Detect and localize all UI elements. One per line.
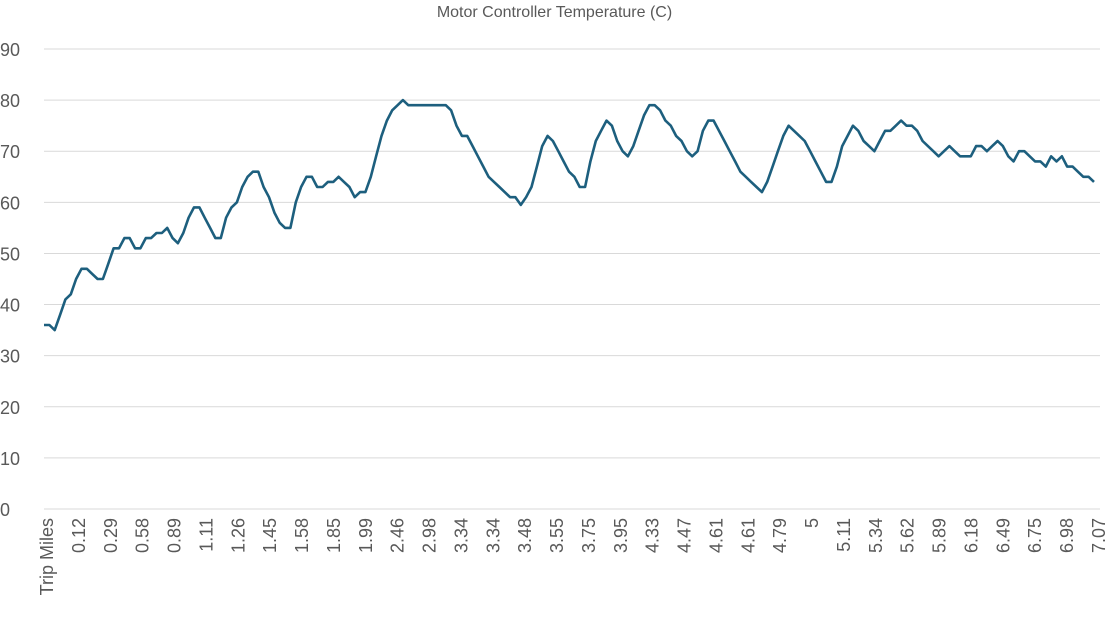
x-tick-label: 1.11	[196, 518, 216, 552]
x-tick-label: 5.62	[898, 518, 918, 553]
y-tick-label: 50	[0, 244, 20, 264]
x-tick-label: 0.58	[133, 518, 153, 553]
y-tick-label: 70	[0, 142, 20, 162]
x-tick-label: 3.34	[451, 518, 471, 553]
y-tick-label: 90	[0, 40, 20, 60]
x-tick-label: 4.33	[643, 518, 663, 553]
x-tick-label: 3.48	[515, 518, 535, 553]
x-tick-label: 4.61	[738, 518, 758, 553]
x-tick-label: 1.26	[228, 518, 248, 553]
x-tick-label: 4.61	[706, 518, 726, 553]
x-tick-label: 5	[802, 518, 822, 528]
x-tick-label: 4.47	[675, 518, 695, 553]
x-tick-label: 6.75	[1025, 518, 1045, 553]
x-tick-label: 0.89	[165, 518, 185, 553]
x-tick-label: Trip Miles	[37, 518, 57, 595]
x-tick-label: 0.12	[69, 518, 89, 553]
y-tick-label: 80	[0, 91, 20, 111]
x-tick-label: 4.79	[770, 518, 790, 553]
x-tick-label: 2.98	[420, 518, 440, 553]
x-tick-label: 3.95	[611, 518, 631, 553]
x-tick-label: 6.49	[993, 518, 1013, 553]
x-tick-label: 5.11	[834, 518, 854, 552]
x-tick-label: 1.85	[324, 518, 344, 553]
chart-title: Motor Controller Temperature (C)	[436, 4, 673, 21]
x-tick-label: 6.18	[961, 518, 981, 553]
y-tick-label: 20	[0, 398, 20, 418]
x-tick-label: 5.34	[866, 518, 886, 553]
series-line	[44, 98, 1095, 332]
x-tick-label: 1.45	[260, 518, 280, 553]
x-tick-label: 5.89	[930, 518, 950, 553]
x-tick-label: 1.99	[356, 518, 376, 553]
x-tick-label: 6.98	[1057, 518, 1077, 553]
y-tick-label: 30	[0, 347, 20, 367]
y-tick-label: 60	[0, 193, 20, 213]
y-tick-label: 10	[0, 449, 20, 469]
y-tick-label: 40	[0, 296, 20, 316]
x-tick-label: 3.34	[483, 518, 503, 553]
y-tick-label: 0	[0, 500, 10, 520]
x-tick-label: 1.58	[292, 518, 312, 553]
x-tick-label: 3.55	[547, 518, 567, 553]
x-tick-label: 0.29	[101, 518, 121, 553]
x-tick-label: 7.07	[1089, 518, 1109, 553]
x-tick-label: 2.46	[388, 518, 408, 553]
x-tick-label: 3.75	[579, 518, 599, 553]
